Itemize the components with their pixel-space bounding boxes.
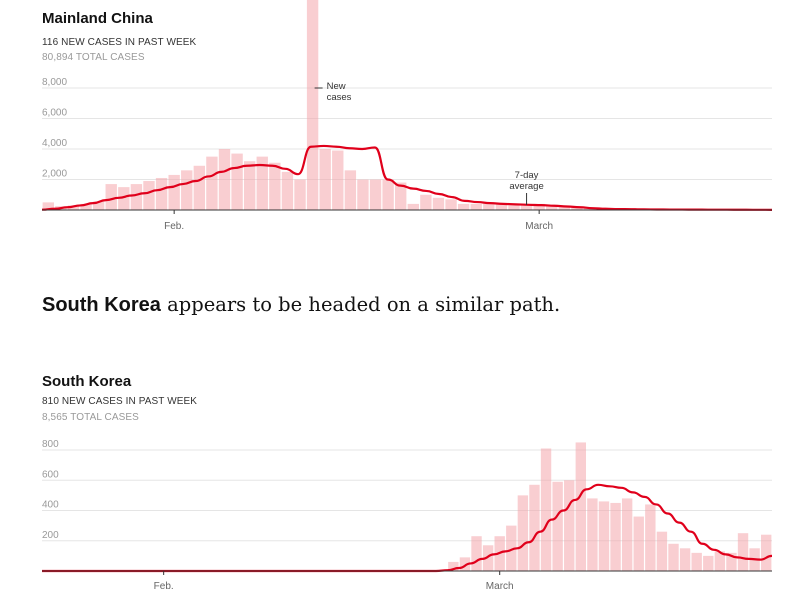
- narrative-sentence: South Korea appears to be headed on a si…: [42, 293, 560, 317]
- bar: [445, 199, 457, 210]
- bar: [193, 165, 206, 210]
- bar: [737, 533, 749, 571]
- y-tick-label: 800: [42, 439, 59, 450]
- bar: [587, 498, 598, 571]
- chart-title: Mainland China: [42, 10, 153, 27]
- y-tick-label: 4,000: [42, 138, 67, 149]
- bar: [668, 543, 679, 571]
- narrative-text: appears to be headed on a similar path.: [160, 293, 561, 316]
- bar: [679, 548, 691, 571]
- bar: [448, 561, 459, 571]
- bar: [520, 205, 533, 210]
- bar: [610, 502, 621, 571]
- bar: [181, 170, 193, 210]
- bar: [420, 194, 432, 210]
- bar: [529, 484, 540, 571]
- bar: [319, 149, 331, 210]
- y-tick-label: 200: [42, 530, 59, 541]
- bar: [564, 480, 575, 571]
- bar: [470, 203, 482, 210]
- bar: [243, 161, 256, 210]
- bar: [656, 531, 668, 571]
- bar: [552, 481, 563, 571]
- bar: [155, 177, 168, 210]
- x-tick-label: Feb.: [154, 581, 174, 592]
- bar: [495, 203, 508, 210]
- narrative-country: South Korea: [42, 294, 161, 316]
- bar: [332, 150, 344, 210]
- bar: [691, 552, 702, 571]
- bar: [726, 552, 737, 571]
- chart-title: South Korea: [42, 373, 132, 390]
- annotation-text: cases: [327, 92, 352, 103]
- bar: [558, 206, 571, 210]
- y-tick-label: 600: [42, 469, 59, 480]
- bar: [118, 187, 130, 210]
- bar: [369, 179, 382, 210]
- bar: [483, 203, 495, 210]
- annotation-text: 7-day: [515, 170, 539, 181]
- bar: [482, 545, 494, 571]
- y-tick-label: 6,000: [42, 108, 67, 119]
- bar: [344, 170, 357, 210]
- bar: [714, 551, 726, 571]
- chart-mainland-china: Mainland China 116 NEW CASES IN PAST WEE…: [0, 0, 800, 240]
- bar: [206, 156, 218, 210]
- annotation-text: New: [327, 81, 346, 92]
- bar: [256, 156, 268, 210]
- bar: [294, 179, 306, 210]
- bar: [508, 205, 520, 210]
- chart-south-korea: South Korea 810 NEW CASES IN PAST WEEK 8…: [0, 362, 800, 600]
- bar: [459, 557, 471, 571]
- bar: [269, 162, 281, 210]
- total-cases: 8,565 TOTAL CASES: [42, 412, 139, 423]
- bar: [407, 203, 419, 210]
- average-line: [41, 144, 773, 211]
- y-tick-label: 400: [42, 500, 59, 511]
- bar: [761, 534, 772, 571]
- x-tick-label: Feb.: [164, 221, 184, 232]
- new-cases-past-week: 116 NEW CASES IN PAST WEEK: [42, 37, 197, 48]
- bar: [67, 205, 80, 210]
- bar: [357, 179, 369, 210]
- y-tick-label: 2,000: [42, 169, 67, 180]
- bar: [105, 184, 117, 210]
- bar: [218, 149, 231, 210]
- bar: [645, 504, 656, 571]
- new-cases-past-week: 810 NEW CASES IN PAST WEEK: [42, 396, 198, 407]
- bar: [621, 498, 633, 571]
- bar: [471, 536, 482, 571]
- bar: [633, 516, 644, 571]
- bar: [143, 181, 155, 210]
- bar: [382, 179, 394, 210]
- bar: [168, 174, 180, 210]
- bar: [130, 184, 143, 210]
- bar: [546, 205, 558, 210]
- bar: [231, 153, 243, 210]
- bar: [42, 202, 54, 210]
- x-tick-label: March: [486, 581, 514, 592]
- x-tick-label: March: [525, 221, 553, 232]
- bar: [598, 501, 610, 571]
- bar: [306, 0, 319, 210]
- annotation-text: average: [509, 181, 543, 192]
- bar: [703, 555, 714, 571]
- bar: [575, 442, 587, 571]
- bar: [571, 206, 583, 210]
- bar: [80, 203, 92, 210]
- bar: [281, 171, 294, 210]
- bar: [92, 201, 105, 210]
- bar: [533, 203, 545, 210]
- bar: [395, 182, 407, 210]
- bar: [540, 448, 552, 571]
- bar: [432, 197, 445, 210]
- bar: [517, 495, 529, 571]
- y-tick-label: 8,000: [42, 77, 67, 88]
- chart-plot: 200 400 600 800 Feb. March: [42, 439, 773, 592]
- bar: [506, 525, 517, 571]
- bar: [457, 203, 470, 210]
- total-cases: 80,894 TOTAL CASES: [42, 52, 145, 63]
